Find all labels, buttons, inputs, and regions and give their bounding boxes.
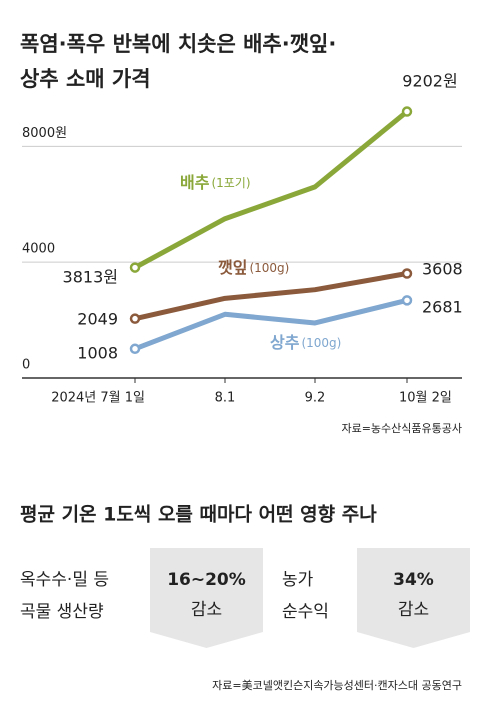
item-value: 16~20%	[167, 570, 246, 590]
x-tick-label: 8.1	[215, 391, 236, 406]
y-tick-label: 0	[22, 358, 30, 373]
item-value: 감소	[398, 600, 429, 620]
item-label: 농가	[282, 570, 314, 590]
item-value: 감소	[191, 600, 222, 620]
item-label: 곡물 생산량	[20, 602, 104, 622]
point	[401, 106, 413, 117]
series-unit: (100g)	[301, 336, 341, 350]
line	[134, 297, 408, 352]
series-name: 깻잎	[218, 258, 247, 277]
point	[401, 268, 413, 279]
point	[129, 313, 141, 324]
x-tick-label: 2024년 7월 1일	[51, 391, 145, 406]
line	[133, 109, 409, 270]
item-label: 순수익	[282, 602, 329, 622]
chart-title: 폭염·폭우 반복에 치솟은 배추·깻잎·	[20, 32, 336, 56]
series-label: 상추 (100g)	[270, 333, 341, 352]
chart-title: 상추 소매 가격	[20, 67, 151, 91]
y-tick-label: 4000	[22, 242, 55, 257]
point	[129, 343, 141, 355]
series-name: 배추	[180, 173, 210, 192]
item-value: 34%	[393, 570, 434, 590]
value-label: 1008	[77, 344, 118, 363]
series-name: 상추	[270, 333, 300, 352]
value-label: 3813원	[63, 268, 118, 287]
point	[129, 262, 141, 273]
value-label: 2681	[422, 298, 463, 317]
value-label: 9202원	[402, 72, 457, 91]
series-label: 배추 (1포기)	[180, 173, 251, 192]
series-label: 깻잎 (100g)	[218, 258, 289, 277]
point	[401, 295, 413, 306]
value-card	[357, 548, 470, 648]
series-unit: (1포기)	[211, 176, 250, 190]
value-label: 2049	[77, 310, 118, 329]
line	[134, 271, 408, 322]
value-label: 3608	[422, 260, 463, 279]
panel-title: 평균 기온 1도씩 오를 때마다 어떤 영향 주나	[20, 504, 377, 526]
item-label: 옥수수·밀 등	[20, 570, 109, 590]
source: 자료=농수산식품유통공사	[341, 422, 462, 435]
x-tick-label: 10월 2일	[399, 391, 452, 406]
source: 자료=美코넬앳킨슨지속가능성센터·캔자스대 공동연구	[212, 679, 462, 692]
x-tick-label: 9.2	[305, 391, 326, 406]
y-tick-label: 8000원	[22, 126, 67, 141]
series-unit: (100g)	[249, 261, 289, 275]
value-card	[150, 548, 263, 648]
